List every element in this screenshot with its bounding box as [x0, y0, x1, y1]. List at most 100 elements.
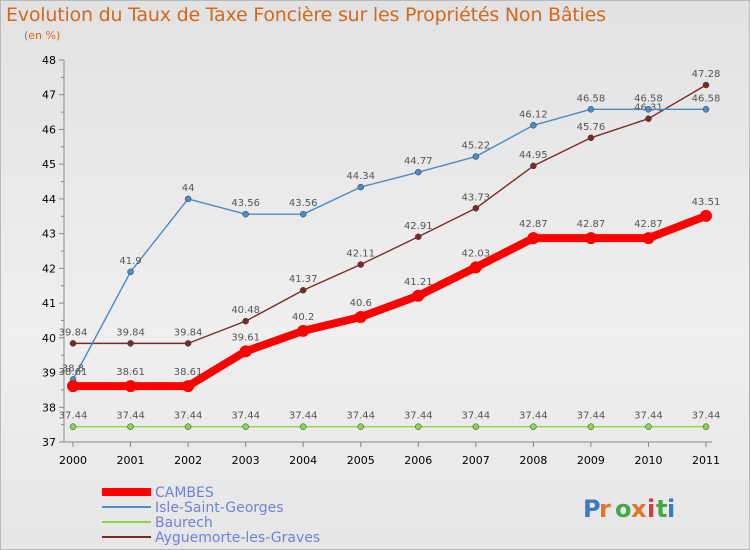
logo-letter: r [599, 495, 611, 523]
data-label: 37.44 [692, 411, 721, 422]
data-label: 44 [182, 183, 195, 194]
data-label: 43.51 [692, 197, 721, 208]
data-label: 37.44 [519, 411, 548, 422]
data-point [700, 209, 712, 222]
data-label: 37.44 [634, 411, 663, 422]
data-label: 37.44 [59, 411, 88, 422]
logo-letter: i [647, 495, 655, 523]
data-label: 46.58 [692, 93, 721, 104]
data-point [242, 317, 249, 325]
data-point [182, 380, 195, 393]
data-point [645, 106, 652, 113]
data-point [530, 162, 537, 170]
data-label: 46.58 [577, 93, 606, 104]
x-tick-label: 2006 [404, 454, 432, 467]
data-point [239, 345, 252, 358]
x-tick-label: 2007 [462, 454, 490, 467]
y-tick-label: 46 [42, 123, 56, 136]
data-point [69, 340, 77, 347]
data-label: 42.11 [346, 249, 375, 260]
data-label: 43.73 [461, 192, 490, 203]
data-label: 40.48 [231, 305, 260, 316]
data-point [184, 340, 192, 347]
data-label: 44.95 [519, 150, 548, 161]
data-point [415, 168, 422, 176]
legend-label: CAMBES [155, 485, 214, 501]
data-point [587, 134, 595, 142]
data-point [127, 423, 134, 430]
data-point [299, 286, 307, 294]
data-label: 38.8 [62, 363, 84, 374]
data-label: 37.44 [289, 411, 318, 422]
legend: CAMBESIsle-Saint-GeorgesBaurechAyguemort… [102, 485, 320, 546]
y-tick-label: 41 [42, 297, 56, 310]
axes: 37 38 39 40 41 42 43 44 45 46 47 48 2000 2001 2002 2003… [42, 54, 720, 467]
data-point [412, 289, 425, 302]
data-label: 42.91 [404, 221, 433, 232]
series-line [73, 84, 707, 345]
x-tick-label: 2008 [519, 454, 547, 467]
series-isle-saint-georges: 38.8 41.9 44 43.56 43.56 44.34 44.77 45.22 46.12… [62, 93, 721, 383]
data-label: 41.9 [119, 256, 141, 267]
legend-label: Ayguemorte-les-Graves [155, 530, 320, 546]
unit-label: (en %) [24, 29, 61, 42]
data-label: 43.56 [289, 198, 318, 209]
data-label: 40.6 [350, 298, 372, 309]
data-point [645, 423, 652, 430]
x-tick-label: 2010 [634, 454, 662, 467]
data-point [297, 324, 310, 337]
x-tick-label: 2011 [692, 454, 720, 467]
data-label: 38.61 [59, 367, 88, 378]
data-label: 46.58 [634, 93, 663, 104]
data-label: 41.21 [404, 277, 433, 288]
logo-letter: o [615, 495, 632, 523]
data-label: 42.87 [577, 219, 606, 230]
data-point [587, 106, 595, 113]
series-line [72, 108, 706, 380]
y-tick-label: 48 [42, 54, 56, 67]
data-point [527, 232, 540, 245]
data-point [415, 423, 422, 430]
data-point [67, 380, 79, 393]
data-point [587, 423, 595, 430]
data-label: 41.37 [289, 274, 318, 285]
data-label: 43.56 [231, 198, 260, 209]
y-tick-label: 37 [42, 436, 56, 449]
data-label: 37.44 [461, 411, 490, 422]
data-label: 46.12 [519, 109, 548, 120]
data-point [645, 115, 652, 122]
data-point [127, 268, 134, 276]
data-point [472, 205, 480, 212]
data-label: 38.61 [174, 367, 203, 378]
x-tick-label: 2001 [117, 454, 145, 467]
logo-letter: i [667, 495, 675, 523]
data-point [184, 195, 192, 203]
y-tick-label: 44 [42, 193, 56, 206]
legend-label: Isle-Saint-Georges [155, 500, 284, 516]
y-tick-label: 42 [42, 262, 56, 275]
y-tick-label: 40 [42, 332, 56, 345]
y-tick-label: 38 [42, 401, 56, 414]
data-label: 42.87 [634, 219, 663, 230]
data-label: 39.84 [59, 327, 88, 338]
chart-title: Evolution du Taux de Taxe Foncière sur l… [6, 4, 606, 26]
data-label: 39.61 [231, 332, 260, 343]
data-point [469, 261, 482, 274]
data-point [530, 423, 537, 430]
data-label: 37.44 [174, 411, 203, 422]
data-point [354, 310, 367, 323]
series-baurech: 37.44 37.44 37.44 37.44 37.44 37.44 37.44 37.44… [59, 411, 721, 430]
x-tick-label: 2000 [59, 454, 87, 467]
data-label: 37.44 [404, 411, 433, 422]
logo-letter: P [583, 495, 601, 523]
data-point [357, 261, 364, 268]
logo-letter: x [631, 495, 647, 523]
data-point [642, 232, 655, 245]
data-point [299, 423, 307, 430]
data-label: 40.2 [292, 312, 314, 323]
data-point [702, 81, 710, 89]
data-point [127, 340, 134, 347]
data-label: 39.84 [174, 327, 203, 338]
data-label: 38.61 [116, 367, 145, 378]
data-label: 42.87 [519, 219, 548, 230]
